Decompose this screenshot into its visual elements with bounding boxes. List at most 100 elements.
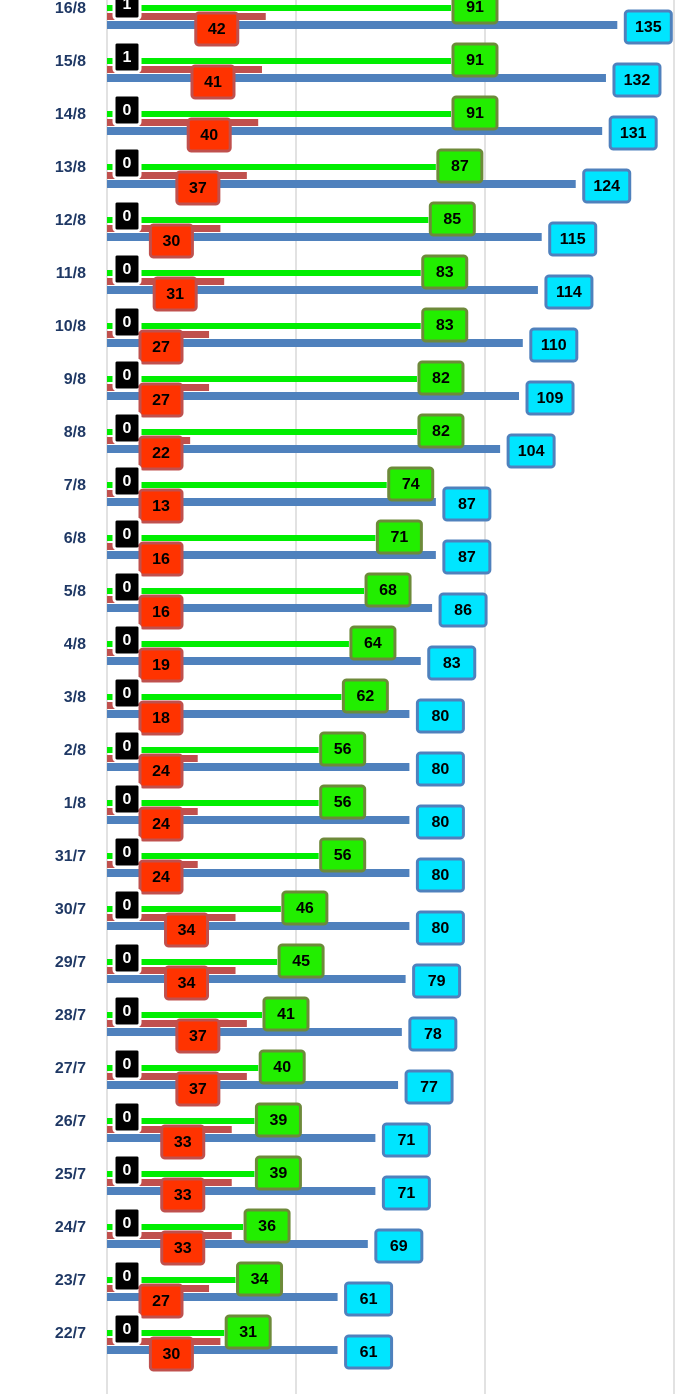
y-tick-label: 3/8 [64,689,86,706]
value-label-box [415,910,465,946]
value-label-box [138,859,184,895]
bar [107,74,606,82]
bar [107,588,365,594]
value-label: 86 [454,602,472,619]
value-label-box [582,168,632,204]
bar [107,1293,338,1301]
value-label-box [544,274,594,310]
value-label: 37 [189,1081,207,1098]
value-label: 124 [593,178,620,195]
value-label: 85 [443,211,461,228]
value-label-box [349,625,397,661]
value-label: 30 [163,1346,181,1363]
value-label-box [112,146,142,180]
bar [107,111,451,117]
bar [107,376,417,382]
value-label-box [175,1018,221,1054]
value-label: 82 [432,370,450,387]
y-tick-label: 16/8 [55,0,86,17]
y-tick-label: 24/7 [55,1219,86,1236]
value-label-box [254,1155,302,1191]
value-label-box [612,62,662,98]
value-label: 0 [123,208,132,225]
value-label: 37 [189,1028,207,1045]
value-label: 91 [466,105,484,122]
bar [107,1065,259,1071]
y-tick-label: 15/8 [55,53,86,70]
value-label: 27 [152,339,170,356]
bar [107,641,349,647]
value-label-box [344,1281,394,1317]
value-label: 1 [123,0,132,13]
value-label-box [164,912,210,948]
value-label: 31 [166,286,184,303]
bar [107,127,603,135]
value-label-box [112,676,142,710]
value-label-box [138,647,184,683]
value-label-box [421,307,469,343]
value-label: 0 [123,632,132,649]
y-tick-label: 28/7 [55,1007,86,1024]
value-label: 104 [518,443,545,460]
value-label-box [262,996,310,1032]
value-label: 0 [123,367,132,384]
value-label: 0 [123,1162,132,1179]
value-label-box [138,1283,184,1319]
value-label: 83 [436,317,454,334]
value-label: 0 [123,844,132,861]
value-label: 135 [635,19,662,36]
value-label: 0 [123,1268,132,1285]
value-label-box [415,698,465,734]
bar [107,710,410,718]
bar [107,1330,225,1336]
value-label: 41 [204,74,222,91]
value-label: 1 [123,49,132,66]
value-label-box [112,1206,142,1240]
value-label: 34 [251,1271,269,1288]
bar [107,58,451,64]
value-label-box [381,1122,431,1158]
value-label: 71 [397,1185,415,1202]
value-label: 18 [152,710,170,727]
value-label-box [404,1069,454,1105]
value-label-box [112,1047,142,1081]
bar [107,270,421,276]
value-label-box [160,1230,206,1266]
y-tick-label: 10/8 [55,318,86,335]
value-label-box [112,93,142,127]
value-label-box [112,0,142,21]
bar [107,1081,399,1089]
value-label-box [319,837,367,873]
value-label-box [344,1334,394,1370]
value-label: 78 [424,1026,442,1043]
bar [107,747,319,753]
bar [107,1277,236,1283]
value-label: 0 [123,738,132,755]
y-tick-label: 12/8 [55,212,86,229]
value-label: 0 [123,473,132,490]
value-label-box [112,464,142,498]
bar [107,13,266,20]
bar [107,498,436,506]
value-label-box [112,1312,142,1346]
bar [107,217,429,223]
value-label: 82 [432,423,450,440]
y-tick-label: 4/8 [64,636,86,653]
value-label-box [438,592,488,628]
value-label-box [506,433,556,469]
bar [107,1240,368,1248]
bar [107,180,576,188]
bar [107,853,319,859]
value-label-box [427,645,477,681]
bar [107,1012,262,1018]
bar [107,1187,376,1195]
value-label-box [138,594,184,630]
value-label-box [112,199,142,233]
value-label-box [277,943,325,979]
value-label-box [190,64,236,100]
value-label-box [529,327,579,363]
bar [107,535,376,541]
value-label-box [451,95,499,131]
value-label: 83 [443,655,461,672]
value-label-box [160,1177,206,1213]
